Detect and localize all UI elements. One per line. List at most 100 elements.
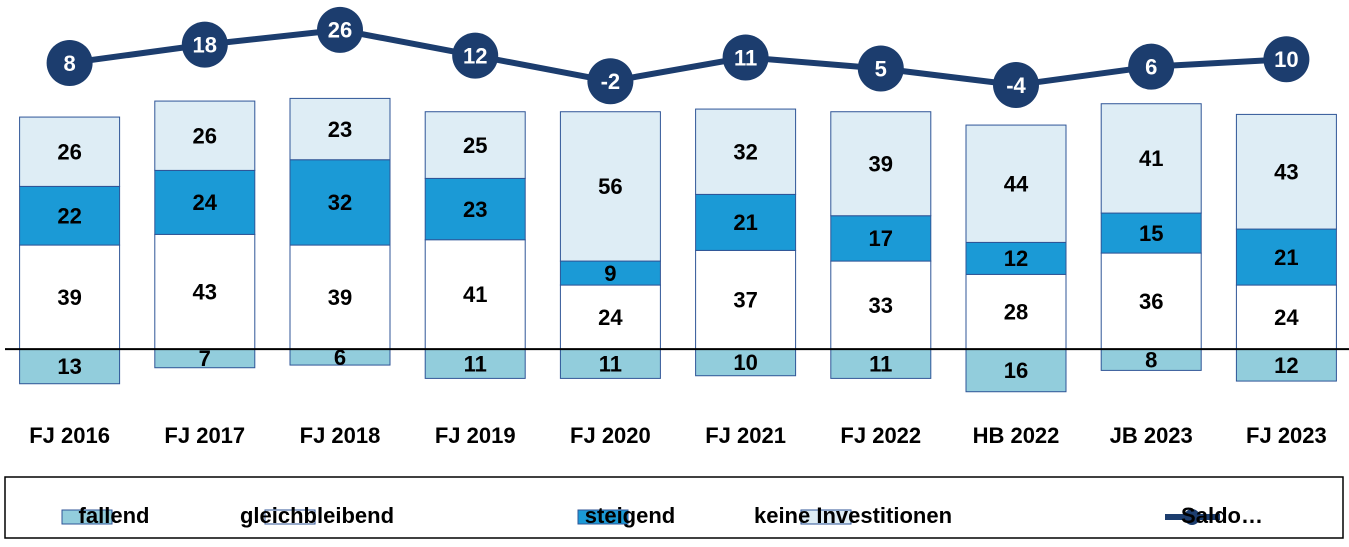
x-tick-label: FJ 2017 bbox=[164, 423, 245, 448]
value-label: 17 bbox=[869, 226, 893, 251]
bar-segment bbox=[695, 193, 797, 251]
value-label: 15 bbox=[1139, 221, 1163, 246]
value-label: 56 bbox=[598, 174, 622, 199]
value-label: 36 bbox=[1139, 289, 1163, 314]
line-label: 8 bbox=[63, 51, 75, 76]
line-label: 5 bbox=[875, 56, 887, 81]
value-label: 41 bbox=[463, 282, 487, 307]
line-marker bbox=[317, 6, 363, 53]
x-tick-label: JB 2023 bbox=[1110, 423, 1193, 448]
bar-segment bbox=[559, 348, 661, 379]
line-marker bbox=[452, 32, 499, 79]
line-label: -4 bbox=[1006, 73, 1026, 98]
value-label: 28 bbox=[1004, 300, 1028, 325]
bar-segment bbox=[424, 111, 526, 179]
line-marker bbox=[181, 21, 228, 68]
line-label: 10 bbox=[1274, 47, 1298, 72]
value-label: 21 bbox=[733, 210, 757, 235]
x-tick-label: HB 2022 bbox=[973, 423, 1060, 448]
line-label: -2 bbox=[601, 69, 621, 94]
value-label: 23 bbox=[463, 197, 487, 222]
legend-label: Saldo… bbox=[1181, 503, 1263, 528]
bar-segment bbox=[830, 111, 932, 217]
legend-label: gleichbleibend bbox=[240, 503, 394, 528]
bar-segment bbox=[830, 215, 932, 262]
line-label: 12 bbox=[463, 43, 487, 68]
value-label: 32 bbox=[328, 190, 352, 215]
bar-segment bbox=[19, 185, 121, 246]
bar-segment bbox=[1100, 103, 1202, 214]
value-label: 37 bbox=[733, 288, 757, 313]
value-label: 10 bbox=[733, 350, 757, 375]
value-label: 26 bbox=[193, 124, 217, 149]
legend-box bbox=[4, 476, 1344, 539]
legend-label: fallend bbox=[79, 503, 150, 528]
x-tick-label: FJ 2018 bbox=[300, 423, 381, 448]
value-label: 11 bbox=[464, 352, 487, 377]
legend-swatch bbox=[1184, 509, 1200, 525]
line-label: 11 bbox=[734, 45, 757, 70]
value-label: 41 bbox=[1139, 146, 1163, 171]
bar-segment bbox=[965, 124, 1067, 243]
bar-segment bbox=[19, 348, 121, 385]
bar-segment bbox=[1100, 252, 1202, 350]
value-label: 24 bbox=[598, 305, 623, 330]
value-label: 22 bbox=[57, 204, 81, 229]
value-label: 13 bbox=[57, 354, 81, 379]
value-label: 39 bbox=[869, 152, 893, 177]
line-label: 26 bbox=[328, 18, 352, 43]
legend-swatch bbox=[577, 509, 629, 525]
bar-segment bbox=[1235, 113, 1337, 230]
value-label: 23 bbox=[328, 117, 352, 142]
value-label: 12 bbox=[1004, 246, 1028, 271]
bar-segment bbox=[1235, 348, 1337, 382]
line-label: 6 bbox=[1145, 54, 1157, 79]
bar-segment bbox=[1235, 228, 1337, 286]
bar-segment bbox=[424, 348, 526, 379]
line-marker bbox=[857, 45, 904, 92]
value-label: 44 bbox=[1004, 172, 1029, 197]
bar-segment bbox=[154, 169, 256, 235]
value-label: 24 bbox=[193, 190, 218, 215]
bar-segment bbox=[424, 177, 526, 241]
line-marker bbox=[1263, 36, 1310, 83]
x-tick-label: FJ 2016 bbox=[29, 423, 110, 448]
bar-segment bbox=[559, 260, 661, 286]
value-label: 8 bbox=[1145, 348, 1157, 373]
value-label: 21 bbox=[1274, 245, 1298, 270]
value-label: 7 bbox=[199, 346, 211, 371]
x-tick-label: FJ 2019 bbox=[435, 423, 516, 448]
bar-segment bbox=[19, 116, 121, 187]
x-tick-label: FJ 2021 bbox=[705, 423, 786, 448]
legend-swatch bbox=[61, 509, 113, 525]
line bbox=[69, 26, 1287, 88]
x-tick-label: FJ 2022 bbox=[840, 423, 921, 448]
value-label: 43 bbox=[193, 280, 217, 305]
bar-segment bbox=[289, 159, 391, 246]
line-marker bbox=[1128, 43, 1175, 90]
line-label: 18 bbox=[193, 32, 217, 57]
value-label: 11 bbox=[869, 352, 892, 377]
bar-segment bbox=[695, 108, 797, 195]
bar-segment bbox=[559, 111, 661, 262]
value-label: 24 bbox=[1274, 305, 1299, 330]
value-label: 39 bbox=[328, 285, 352, 310]
bar-segment bbox=[289, 244, 391, 350]
value-label: 11 bbox=[599, 352, 622, 377]
value-label: 43 bbox=[1274, 160, 1298, 185]
bar-segment bbox=[559, 284, 661, 350]
line-marker bbox=[993, 61, 1039, 108]
value-label: 39 bbox=[57, 285, 81, 310]
line-marker bbox=[46, 39, 93, 86]
line-marker bbox=[722, 34, 769, 81]
legend-swatch bbox=[264, 509, 316, 525]
legend-label: steigend bbox=[585, 503, 675, 528]
value-label: 12 bbox=[1274, 353, 1298, 378]
bar-segment bbox=[424, 239, 526, 350]
line-marker bbox=[587, 58, 634, 105]
bar-segment bbox=[695, 249, 797, 350]
bar-segment bbox=[965, 241, 1067, 275]
value-label: 16 bbox=[1004, 358, 1028, 383]
bar-segment bbox=[1100, 212, 1202, 254]
